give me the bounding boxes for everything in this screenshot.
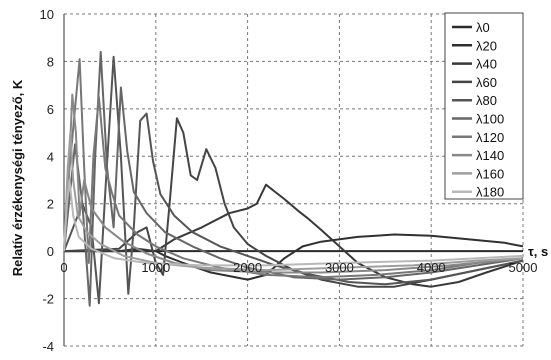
y-tick-label: 2 [47, 197, 54, 212]
series-line-9 [63, 179, 524, 267]
y-tick-label: 6 [47, 102, 54, 117]
legend-label: λ80 [476, 93, 497, 108]
legend-label: λ140 [476, 148, 504, 163]
x-tick-label: 4000 [417, 260, 446, 275]
y-tick-label: 0 [47, 244, 54, 259]
series-lines [63, 50, 524, 307]
legend-label: λ120 [476, 130, 504, 145]
series-line-7 [63, 93, 524, 274]
legend-items: λ0 λ20 λ40 λ60 λ80 λ100 λ120 λ140 λ160 λ180 [452, 20, 504, 200]
y-tick-label: -4 [42, 339, 54, 354]
x-tick-label: 0 [60, 260, 67, 275]
legend: λ0 λ20 λ40 λ60 λ80 λ100 λ120 λ140 λ160 λ180 [444, 12, 524, 200]
y-axis-title: Relatív érzékenységi tényező, K [10, 79, 25, 276]
legend-label: λ60 [476, 75, 497, 90]
y-tick-label: 10 [40, 7, 54, 22]
y-tick-label: -2 [42, 292, 54, 307]
series-line-2 [64, 183, 524, 288]
x-axis-title: τ, s [528, 244, 548, 259]
x-tick-label: 3000 [325, 260, 354, 275]
tick-labels: -4 -2 0 2 4 6 8 10 0 1000 2000 3000 4000 5000 [40, 7, 538, 354]
series-line-4 [63, 55, 524, 305]
legend-label: λ100 [476, 112, 504, 127]
legend-label: λ20 [476, 38, 497, 53]
series-line-8 [63, 131, 524, 272]
series-line-6 [63, 58, 524, 279]
y-tick-label: 4 [47, 149, 54, 164]
y-tick-label: 8 [47, 54, 54, 69]
legend-label: λ40 [476, 57, 497, 72]
gridlines [64, 13, 524, 347]
series-line-5 [63, 50, 524, 307]
x-tick-label: 5000 [509, 260, 538, 275]
x-tick-label: 1000 [141, 260, 170, 275]
legend-label: λ160 [476, 166, 504, 181]
x-tick-label: 2000 [233, 260, 262, 275]
series-line-1 [64, 233, 524, 281]
legend-label: λ0 [476, 20, 490, 35]
legend-label: λ180 [476, 185, 504, 200]
legend-box [444, 12, 524, 200]
